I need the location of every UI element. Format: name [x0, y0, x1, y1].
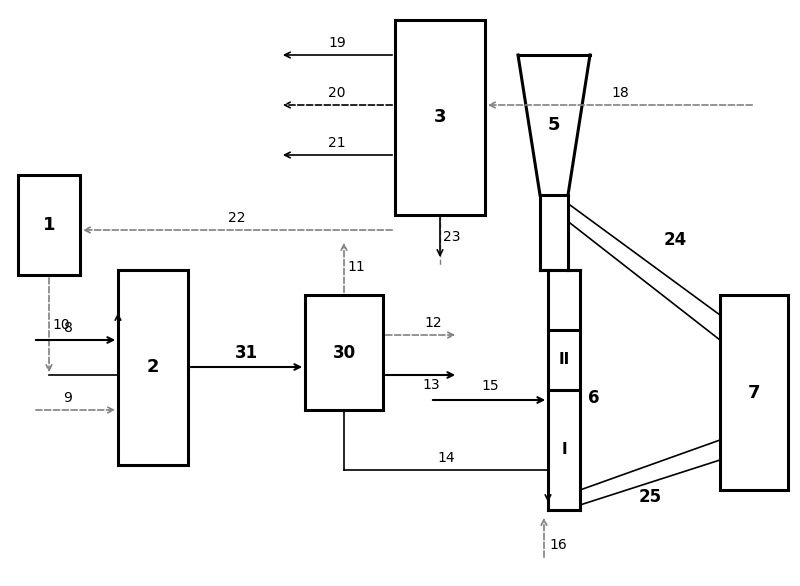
- Bar: [18, 175, 80, 275]
- Text: 13: 13: [422, 378, 440, 392]
- Text: 14: 14: [437, 451, 455, 465]
- Bar: [395, 20, 485, 215]
- Text: 31: 31: [234, 344, 258, 362]
- Text: 22: 22: [228, 211, 246, 225]
- Text: 9: 9: [63, 391, 73, 405]
- Text: 15: 15: [481, 379, 499, 393]
- Text: 19: 19: [328, 36, 346, 50]
- Text: 16: 16: [549, 538, 567, 552]
- Bar: [305, 295, 383, 410]
- Text: 3: 3: [434, 108, 446, 127]
- Text: 24: 24: [663, 231, 686, 249]
- Text: 18: 18: [611, 86, 629, 100]
- Text: 6: 6: [588, 389, 600, 407]
- Text: 21: 21: [328, 136, 346, 150]
- Text: 11: 11: [347, 260, 365, 274]
- Text: 20: 20: [328, 86, 346, 100]
- Text: 25: 25: [638, 488, 662, 506]
- Text: 2: 2: [146, 359, 159, 376]
- Text: I: I: [561, 442, 567, 458]
- Bar: [118, 270, 188, 465]
- Text: 12: 12: [424, 316, 442, 330]
- Text: 1: 1: [42, 216, 55, 234]
- Text: 7: 7: [748, 383, 760, 401]
- Text: 23: 23: [443, 230, 461, 244]
- Text: 10: 10: [52, 318, 70, 332]
- Text: 8: 8: [63, 321, 73, 335]
- Text: 30: 30: [333, 343, 355, 362]
- Text: 5: 5: [548, 116, 560, 134]
- Bar: [720, 295, 788, 490]
- Text: II: II: [558, 353, 570, 367]
